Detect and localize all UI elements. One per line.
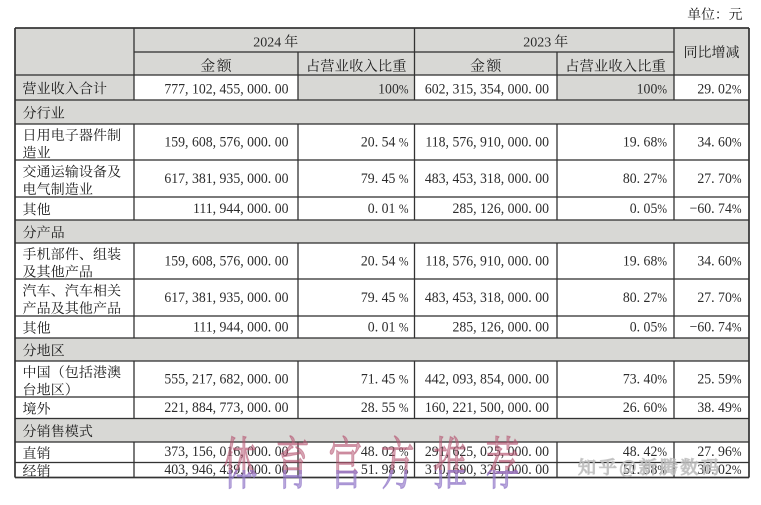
svg-text:20. 54 %: 20. 54 % bbox=[361, 253, 409, 270]
svg-text:159, 608, 576, 000. 00: 159, 608, 576, 000. 00 bbox=[164, 253, 288, 270]
svg-text:442, 093, 854, 000. 00: 442, 093, 854, 000. 00 bbox=[425, 371, 549, 388]
svg-text:80. 27%: 80. 27% bbox=[623, 290, 667, 307]
svg-text:221, 884, 773, 000. 00: 221, 884, 773, 000. 00 bbox=[164, 400, 288, 417]
svg-text:48. 42%: 48. 42% bbox=[623, 443, 667, 460]
svg-text:27. 96%: 27. 96% bbox=[697, 443, 741, 460]
svg-text:777, 102, 455, 000. 00: 777, 102, 455, 000. 00 bbox=[164, 81, 288, 98]
svg-text:79. 45 %: 79. 45 % bbox=[361, 171, 409, 188]
svg-text:111, 944, 000. 00: 111, 944, 000. 00 bbox=[193, 201, 289, 218]
svg-text:29. 02%: 29. 02% bbox=[697, 81, 741, 98]
svg-text:0. 01 %: 0. 01 % bbox=[368, 319, 409, 336]
svg-text:28. 55 %: 28. 55 % bbox=[361, 400, 409, 417]
svg-text:118, 576, 910, 000. 00: 118, 576, 910, 000. 00 bbox=[425, 253, 549, 270]
svg-text:285, 126, 000. 00: 285, 126, 000. 00 bbox=[452, 201, 549, 218]
svg-text:25. 59%: 25. 59% bbox=[697, 371, 741, 388]
svg-text:73. 40%: 73. 40% bbox=[623, 371, 667, 388]
svg-text:−60. 74%: −60. 74% bbox=[690, 319, 742, 336]
svg-text:79. 45 %: 79. 45 % bbox=[361, 290, 409, 307]
svg-text:34. 60%: 34. 60% bbox=[697, 253, 741, 270]
svg-text:285, 126, 000. 00: 285, 126, 000. 00 bbox=[452, 319, 549, 336]
svg-text:71. 45 %: 71. 45 % bbox=[361, 371, 409, 388]
svg-text:20. 54 %: 20. 54 % bbox=[361, 134, 409, 151]
svg-text:111, 944, 000. 00: 111, 944, 000. 00 bbox=[193, 319, 289, 336]
svg-text:291, 625, 025, 000. 00: 291, 625, 025, 000. 00 bbox=[425, 443, 549, 460]
svg-text:80. 27%: 80. 27% bbox=[623, 171, 667, 188]
svg-text:2023: 2023 bbox=[523, 35, 551, 50]
svg-text:617, 381, 935, 000. 00: 617, 381, 935, 000. 00 bbox=[164, 171, 288, 188]
svg-text:100%: 100% bbox=[637, 81, 667, 98]
svg-text:118, 576, 910, 000. 00: 118, 576, 910, 000. 00 bbox=[425, 134, 549, 151]
svg-text:0. 05%: 0. 05% bbox=[630, 201, 667, 218]
svg-text:0. 01 %: 0. 01 % bbox=[368, 201, 409, 218]
svg-text:159, 608, 576, 000. 00: 159, 608, 576, 000. 00 bbox=[164, 134, 288, 151]
svg-text:617, 381, 935, 000. 00: 617, 381, 935, 000. 00 bbox=[164, 290, 288, 307]
svg-text:19. 68%: 19. 68% bbox=[623, 253, 667, 270]
svg-text:160, 221, 500, 000. 00: 160, 221, 500, 000. 00 bbox=[425, 400, 549, 417]
svg-text:403, 946, 439, 000. 00: 403, 946, 439, 000. 00 bbox=[164, 462, 288, 479]
svg-text:27. 70%: 27. 70% bbox=[697, 171, 741, 188]
svg-text:483, 453, 318, 000. 00: 483, 453, 318, 000. 00 bbox=[425, 290, 549, 307]
svg-text:26. 60%: 26. 60% bbox=[623, 400, 667, 417]
svg-text:34. 60%: 34. 60% bbox=[697, 134, 741, 151]
svg-text:483, 453, 318, 000. 00: 483, 453, 318, 000. 00 bbox=[425, 171, 549, 188]
svg-text:555, 217, 682, 000. 00: 555, 217, 682, 000. 00 bbox=[164, 371, 288, 388]
svg-text:100%: 100% bbox=[378, 81, 408, 98]
svg-text:602, 315, 354, 000. 00: 602, 315, 354, 000. 00 bbox=[425, 81, 549, 98]
svg-text:−60. 74%: −60. 74% bbox=[690, 201, 742, 218]
svg-text:27. 70%: 27. 70% bbox=[697, 290, 741, 307]
svg-text:19. 68%: 19. 68% bbox=[623, 134, 667, 151]
svg-text:38. 49%: 38. 49% bbox=[697, 400, 741, 417]
svg-text:51. 98 %: 51. 98 % bbox=[361, 462, 409, 479]
svg-text:0. 05%: 0. 05% bbox=[630, 319, 667, 336]
svg-text:48. 02 %: 48. 02 % bbox=[361, 443, 409, 460]
svg-text:373, 156, 016, 000. 00: 373, 156, 016, 000. 00 bbox=[164, 443, 288, 460]
svg-text:2024: 2024 bbox=[253, 35, 281, 50]
